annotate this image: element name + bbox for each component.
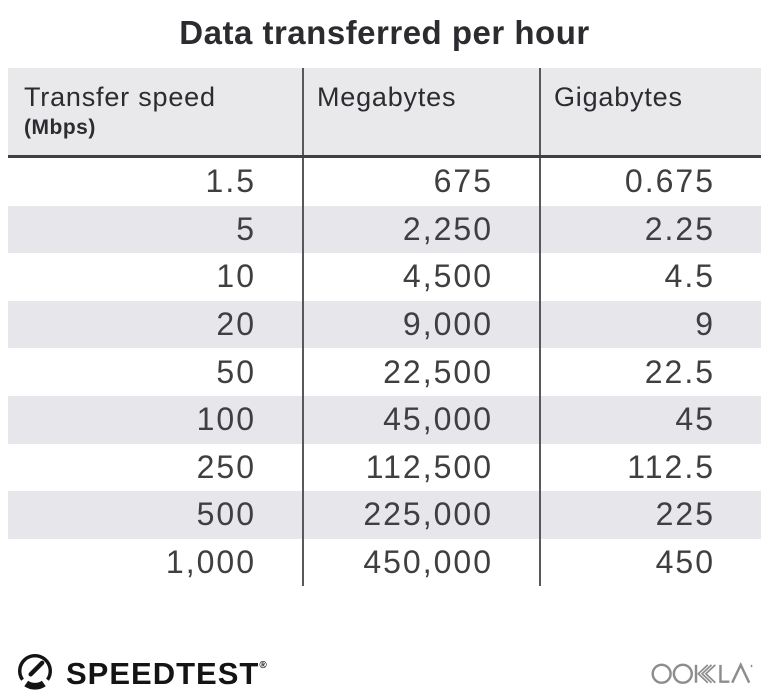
header-label: Gigabytes xyxy=(554,82,683,112)
gigabytes-cell: 112.5 xyxy=(539,443,761,492)
speed-cell: 10 xyxy=(216,258,256,295)
megabytes-cell: 2,250 xyxy=(302,205,539,254)
footer: SPEEDTEST® xyxy=(14,647,757,693)
megabytes-cell: 112,500 xyxy=(302,443,539,492)
page-title: Data transferred per hour xyxy=(179,14,590,51)
table-body: 1.5 675 0.675 5 2,250 2.25 10 4,500 4.5 … xyxy=(8,158,761,587)
ookla-wordmark-icon xyxy=(651,661,753,684)
speed-cell: 1.5 xyxy=(205,163,256,200)
megabytes-cell: 45,000 xyxy=(302,395,539,444)
megabytes-cell: 9,000 xyxy=(302,300,539,349)
speed-cell: 250 xyxy=(196,448,256,485)
table-row: 250 112,500 112.5 xyxy=(8,443,761,492)
header-gigabytes: Gigabytes xyxy=(539,68,761,155)
gigabytes-cell: 225 xyxy=(539,491,761,539)
speed-cell: 50 xyxy=(216,353,256,390)
header-label: Megabytes xyxy=(317,82,457,112)
speed-cell: 5 xyxy=(236,210,256,247)
table-row: 100 45,000 45 xyxy=(8,395,761,444)
gigabytes-cell: 2.25 xyxy=(539,205,761,254)
table-row: 20 9,000 9 xyxy=(8,300,761,349)
header-label: Transfer speed xyxy=(24,82,216,112)
ookla-logo xyxy=(651,654,757,686)
speed-cell: 1,000 xyxy=(165,544,256,581)
gigabytes-cell: 45 xyxy=(539,395,761,444)
megabytes-cell: 22,500 xyxy=(302,348,539,396)
speedtest-gauge-icon xyxy=(18,654,52,690)
gigabytes-cell: 4.5 xyxy=(539,253,761,301)
speed-cell: 500 xyxy=(196,496,256,533)
speedtest-logo: SPEEDTEST® xyxy=(14,645,267,695)
speed-cell: 20 xyxy=(216,306,256,343)
megabytes-cell: 225,000 xyxy=(302,491,539,539)
megabytes-cell: 675 xyxy=(302,158,539,206)
gigabytes-cell: 9 xyxy=(539,300,761,349)
gigabytes-cell: 0.675 xyxy=(539,158,761,206)
table-row: 10 4,500 4.5 xyxy=(8,253,761,301)
gigabytes-cell: 450 xyxy=(539,538,761,587)
table-row: 50 22,500 22.5 xyxy=(8,348,761,396)
table-header-row: Transfer speed (Mbps) Megabytes Gigabyte… xyxy=(8,68,761,158)
header-megabytes: Megabytes xyxy=(302,68,539,155)
header-transfer-speed: Transfer speed (Mbps) xyxy=(8,68,302,155)
megabytes-cell: 450,000 xyxy=(302,538,539,587)
data-table: Transfer speed (Mbps) Megabytes Gigabyte… xyxy=(8,68,761,587)
speed-cell: 100 xyxy=(196,401,256,438)
table-row: 1.5 675 0.675 xyxy=(8,158,761,206)
header-sublabel: (Mbps) xyxy=(24,116,96,139)
gigabytes-cell: 22.5 xyxy=(539,348,761,396)
table-row: 500 225,000 225 xyxy=(8,491,761,539)
table-row: 5 2,250 2.25 xyxy=(8,205,761,254)
megabytes-cell: 4,500 xyxy=(302,253,539,301)
registered-trademark-mark: ® xyxy=(259,660,267,671)
speedtest-wordmark: SPEEDTEST® xyxy=(66,656,267,691)
table-row: 1,000 450,000 450 xyxy=(8,538,761,587)
